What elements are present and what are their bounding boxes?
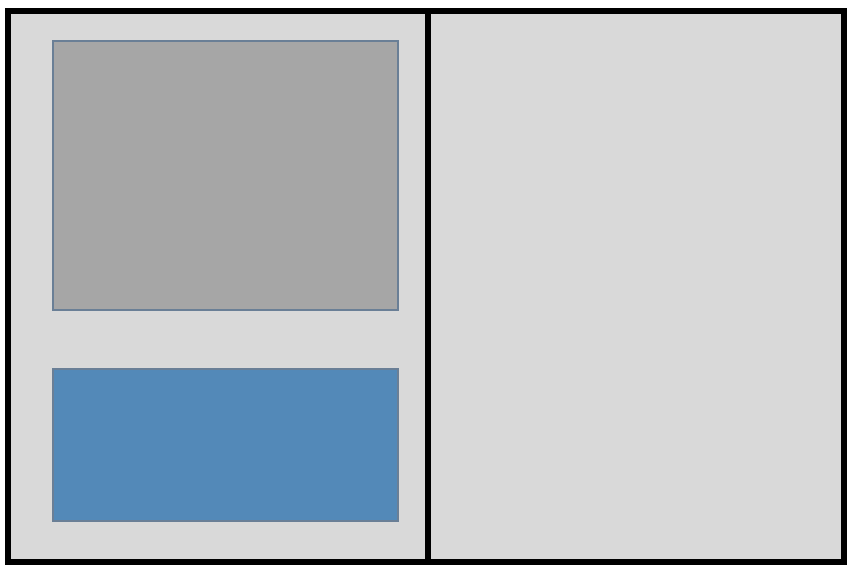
content-block — [52, 368, 399, 522]
image-placeholder — [52, 40, 399, 311]
